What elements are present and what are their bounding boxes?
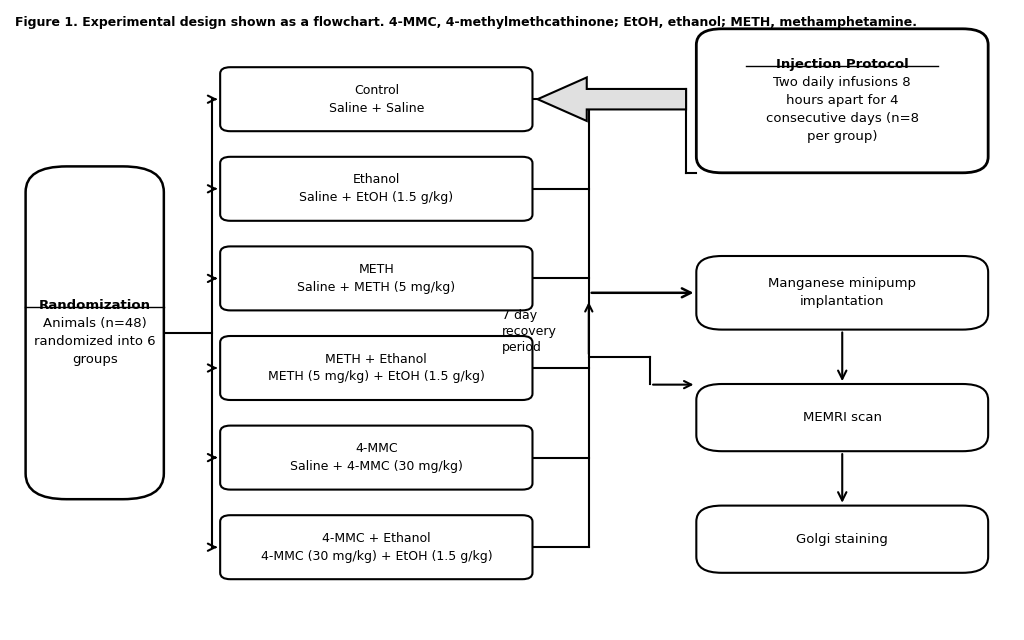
Text: 7 day
recovery
period: 7 day recovery period bbox=[502, 308, 557, 354]
FancyBboxPatch shape bbox=[220, 426, 532, 490]
Text: METH (5 mg/kg) + EtOH (1.5 g/kg): METH (5 mg/kg) + EtOH (1.5 g/kg) bbox=[268, 371, 484, 383]
Text: Saline + 4-MMC (30 mg/kg): Saline + 4-MMC (30 mg/kg) bbox=[290, 460, 463, 473]
FancyBboxPatch shape bbox=[220, 246, 532, 310]
Text: 4-MMC + Ethanol: 4-MMC + Ethanol bbox=[322, 532, 431, 545]
Text: Saline + EtOH (1.5 g/kg): Saline + EtOH (1.5 g/kg) bbox=[299, 191, 454, 204]
FancyBboxPatch shape bbox=[220, 515, 532, 579]
Text: Animals (n=48): Animals (n=48) bbox=[43, 317, 146, 330]
Text: MEMRI scan: MEMRI scan bbox=[803, 411, 882, 424]
Text: METH: METH bbox=[358, 263, 394, 276]
Text: 4-MMC (30 mg/kg) + EtOH (1.5 g/kg): 4-MMC (30 mg/kg) + EtOH (1.5 g/kg) bbox=[260, 550, 493, 563]
Text: METH + Ethanol: METH + Ethanol bbox=[326, 353, 427, 365]
FancyBboxPatch shape bbox=[696, 506, 988, 573]
Text: Figure 1. Experimental design shown as a flowchart. 4-MMC, 4-methylmethcathinone: Figure 1. Experimental design shown as a… bbox=[15, 16, 918, 29]
FancyBboxPatch shape bbox=[696, 256, 988, 330]
Text: Saline + Saline: Saline + Saline bbox=[329, 102, 424, 115]
FancyBboxPatch shape bbox=[696, 29, 988, 173]
Polygon shape bbox=[538, 77, 686, 121]
Text: consecutive days (n=8: consecutive days (n=8 bbox=[766, 112, 919, 125]
FancyBboxPatch shape bbox=[696, 384, 988, 451]
Text: Control: Control bbox=[353, 84, 399, 97]
FancyBboxPatch shape bbox=[220, 336, 532, 400]
Text: Ethanol: Ethanol bbox=[352, 173, 400, 186]
Text: per group): per group) bbox=[807, 130, 878, 143]
Text: hours apart for 4: hours apart for 4 bbox=[786, 94, 898, 108]
Text: implantation: implantation bbox=[800, 295, 885, 308]
Text: Two daily infusions 8: Two daily infusions 8 bbox=[773, 76, 911, 90]
Text: Golgi staining: Golgi staining bbox=[797, 532, 888, 546]
Text: Manganese minipump: Manganese minipump bbox=[768, 277, 916, 291]
Text: randomized into 6: randomized into 6 bbox=[34, 335, 156, 348]
FancyBboxPatch shape bbox=[26, 166, 164, 499]
Text: Injection Protocol: Injection Protocol bbox=[776, 58, 908, 72]
Text: 4-MMC: 4-MMC bbox=[355, 442, 397, 455]
Text: groups: groups bbox=[72, 353, 118, 366]
Text: Randomization: Randomization bbox=[39, 300, 151, 312]
Text: Saline + METH (5 mg/kg): Saline + METH (5 mg/kg) bbox=[297, 281, 456, 294]
FancyBboxPatch shape bbox=[220, 157, 532, 221]
FancyBboxPatch shape bbox=[220, 67, 532, 131]
